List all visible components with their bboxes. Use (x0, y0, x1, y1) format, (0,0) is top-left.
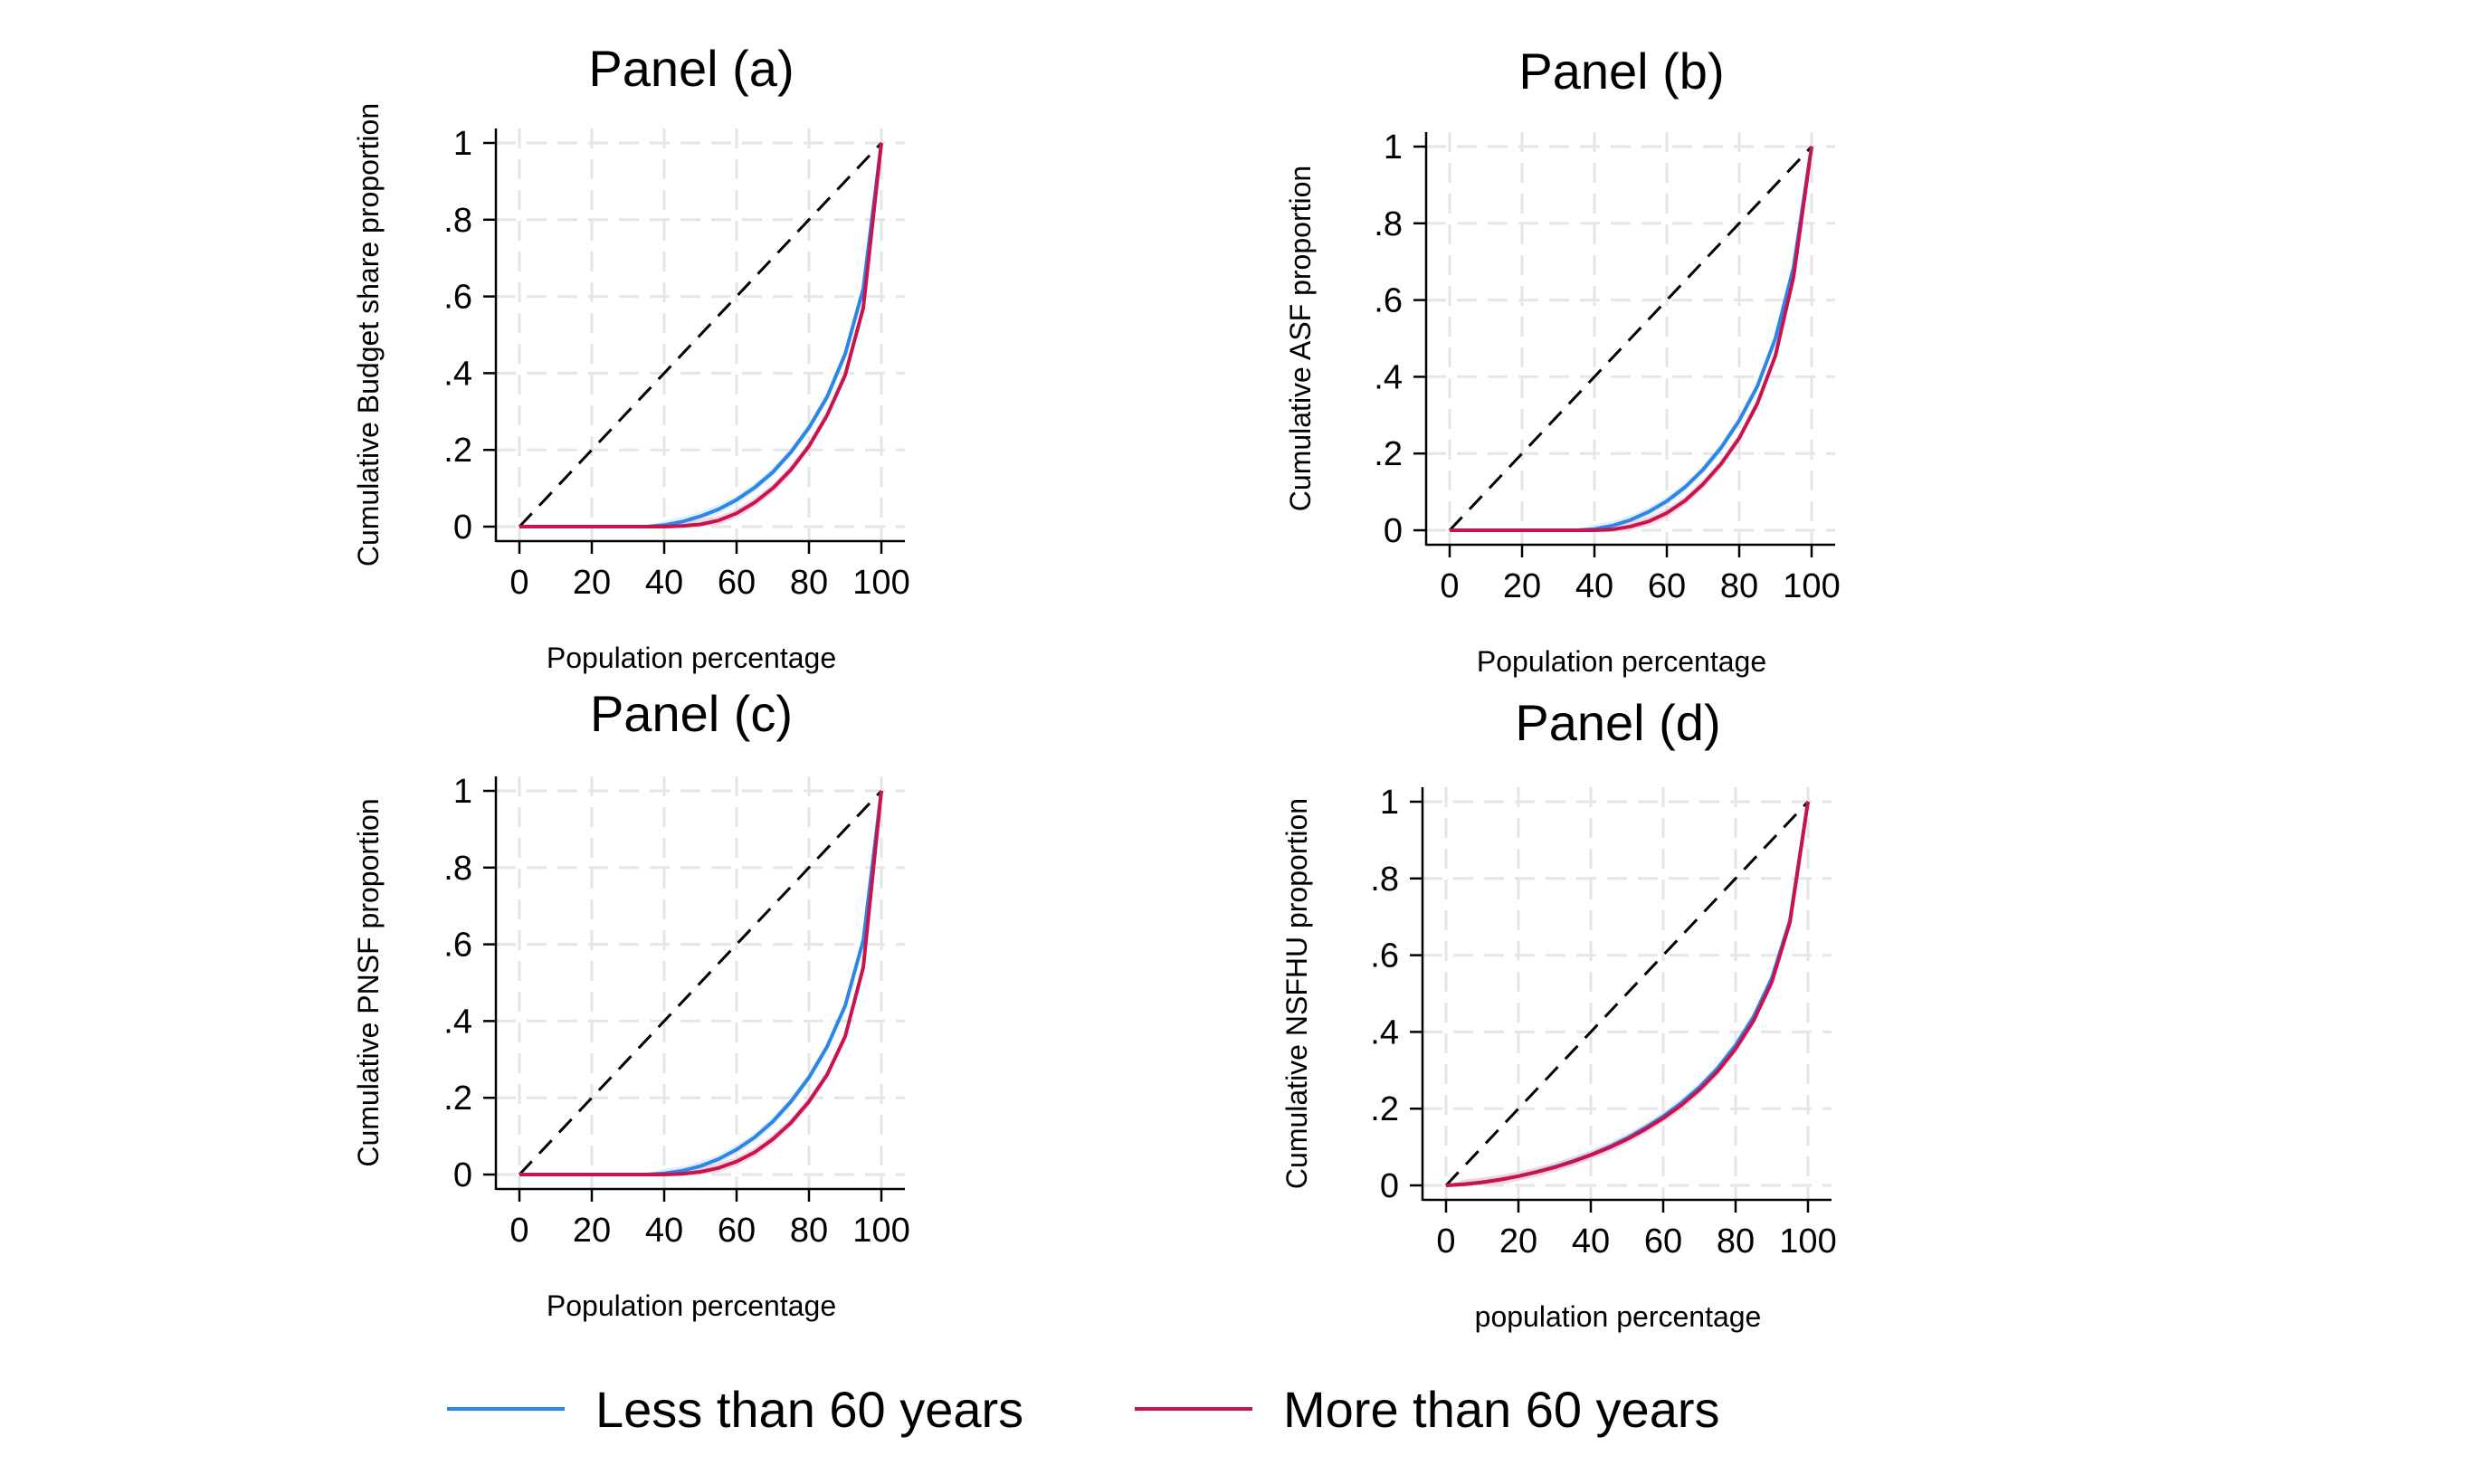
x-axis-title: population percentage (1475, 1300, 1762, 1333)
x-tick-label: 60 (1648, 567, 1686, 605)
y-tick-label: 0 (1380, 1167, 1399, 1205)
x-axis-title: Population percentage (547, 642, 836, 674)
y-axis-title: Cumulative ASF proportion (1284, 166, 1317, 511)
x-tick-label: 20 (1503, 567, 1541, 605)
equality-line (518, 789, 883, 1176)
x-tick-label: 40 (1575, 567, 1613, 605)
y-tick-label: .4 (1370, 1013, 1399, 1051)
y-tick-label: .8 (443, 850, 472, 888)
x-tick-label: 100 (852, 1212, 909, 1250)
x-tick-label: 40 (645, 1212, 683, 1250)
equality-line (1444, 800, 1810, 1187)
x-tick-label: 80 (1717, 1222, 1755, 1260)
x-tick-label: 40 (1572, 1222, 1610, 1260)
equality-line (1448, 145, 1813, 532)
panel-title: Panel (d) (1515, 694, 1720, 751)
legend-label: More than 60 years (1283, 1381, 1719, 1438)
panel-title: Panel (c) (590, 685, 793, 742)
series-line-more-than-60 (1445, 801, 1810, 1187)
x-tick-label: 20 (1499, 1222, 1537, 1260)
x-tick-label: 60 (718, 564, 756, 602)
panel-title: Panel (b) (1518, 43, 1724, 100)
series-line-more-than-60 (1450, 146, 1813, 532)
x-tick-label: 40 (645, 564, 683, 602)
y-tick-label: 0 (453, 509, 472, 547)
y-axis-title: Cumulative PNSF proportion (352, 798, 385, 1166)
y-tick-label: 0 (1384, 512, 1403, 550)
x-tick-label: 60 (718, 1212, 756, 1250)
y-tick-label: .8 (1370, 861, 1399, 899)
x-tick-label: 60 (1644, 1222, 1682, 1260)
x-tick-label: 0 (1436, 1222, 1455, 1260)
x-tick-label: 100 (1779, 1222, 1836, 1260)
series-line-more-than-60 (519, 142, 883, 528)
y-tick-label: .8 (1374, 205, 1403, 243)
equality-line (518, 141, 883, 528)
x-tick-label: 80 (790, 564, 828, 602)
x-axis-title: Population percentage (1477, 645, 1766, 678)
panel-c: 0 20 40 60 80 100 0 .2 .4 .6 .8 1 Panel (c) Populatio… (352, 685, 910, 1322)
series-line-less-than-60 (1450, 146, 1813, 532)
y-axis-title: Cumulative Budget share proportion (352, 103, 385, 566)
x-tick-label: 0 (1440, 567, 1459, 605)
y-tick-label: .2 (443, 432, 472, 470)
y-tick-label: 1 (453, 125, 472, 163)
y-tick-label: .4 (443, 355, 472, 393)
y-tick-label: .6 (1370, 937, 1399, 975)
y-tick-label: .2 (443, 1080, 472, 1118)
panel-b: 0 20 40 60 80 100 0 .2 .4 .6 .8 1 Panel (b) Populatio… (1284, 43, 1841, 678)
y-tick-label: .4 (443, 1003, 472, 1041)
panel-a: 0 20 40 60 80 100 0 .2 .4 .6 .8 1 Panel (a) Populatio… (352, 40, 910, 674)
y-tick-label: .4 (1374, 358, 1403, 396)
y-tick-label: .6 (443, 279, 472, 317)
legend: Less than 60 years More than 60 years (447, 1381, 1719, 1438)
y-tick-label: .6 (443, 927, 472, 965)
y-axis-title: Cumulative NSFHU proportion (1280, 798, 1313, 1189)
y-tick-label: 1 (1384, 128, 1403, 166)
y-tick-label: .2 (1370, 1090, 1399, 1128)
x-tick-label: 100 (852, 564, 909, 602)
y-tick-label: .2 (1374, 435, 1403, 473)
panel-d: 0 20 40 60 80 100 0 .2 .4 .6 .8 1 Panel (d) populatio… (1280, 694, 1837, 1333)
x-axis-title: Population percentage (547, 1289, 836, 1322)
x-tick-label: 20 (573, 1212, 611, 1250)
y-tick-label: 1 (453, 773, 472, 811)
x-tick-label: 0 (509, 564, 528, 602)
x-tick-label: 20 (573, 564, 611, 602)
y-tick-label: .6 (1374, 282, 1403, 320)
panel-title: Panel (a) (588, 40, 794, 97)
y-tick-label: 0 (453, 1156, 472, 1194)
y-tick-label: 1 (1380, 784, 1399, 822)
x-tick-label: 80 (1720, 567, 1758, 605)
x-tick-label: 80 (790, 1212, 828, 1250)
series-line-less-than-60 (519, 142, 883, 528)
x-tick-label: 100 (1783, 567, 1840, 605)
series-line-more-than-60 (519, 790, 883, 1176)
y-tick-label: .8 (443, 202, 472, 240)
x-tick-label: 0 (509, 1212, 528, 1250)
legend-label: Less than 60 years (595, 1381, 1023, 1438)
